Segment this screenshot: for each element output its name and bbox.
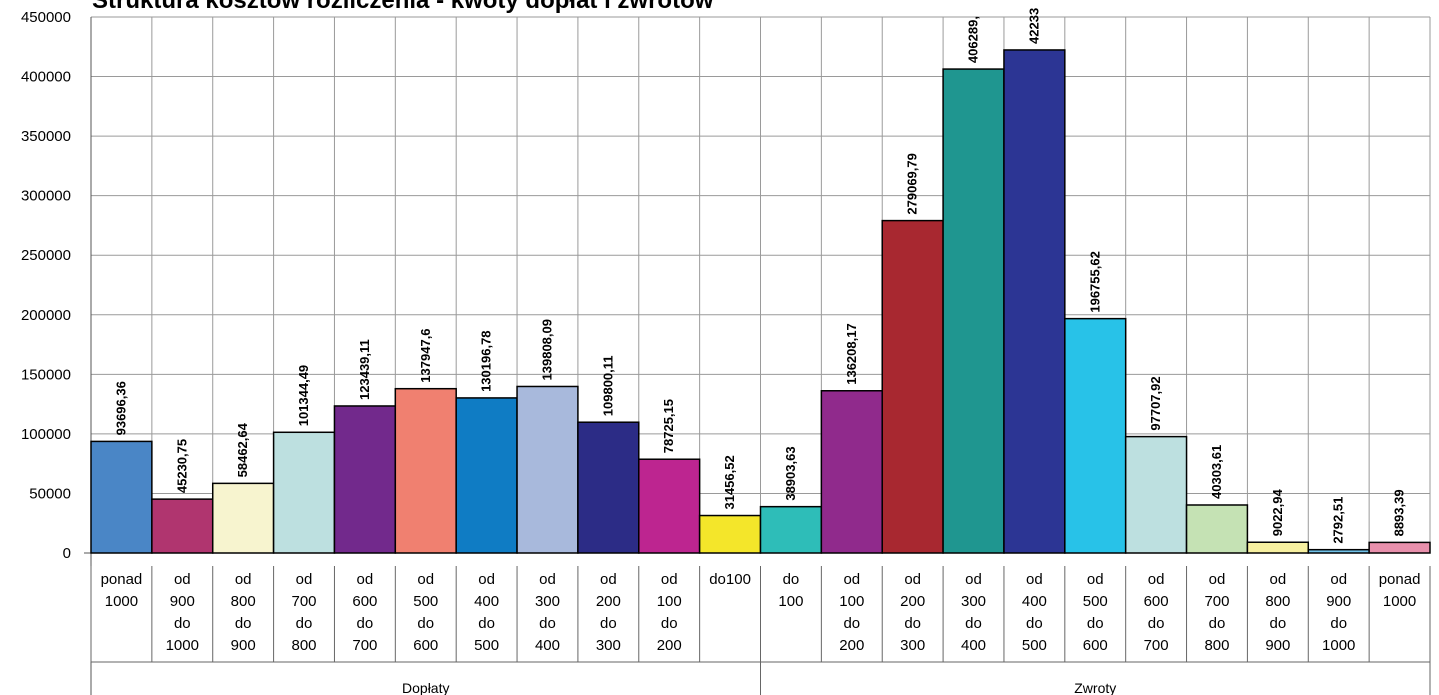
category-label: od 100 do 200 bbox=[839, 571, 864, 654]
data-label: 45230,75 bbox=[174, 439, 189, 493]
group-label: Dopłaty bbox=[402, 680, 449, 695]
y-tick-label: 0 bbox=[63, 545, 71, 562]
bar bbox=[1246, 541, 1310, 554]
group-label: Zwroty bbox=[1074, 680, 1116, 695]
chart-title: Struktura kosztów rozliczenia - kwoty do… bbox=[92, 0, 714, 14]
y-axis-tick-labels: 0 50000 100000 150000 200000 250000 300000 3500… bbox=[21, 9, 71, 562]
bar bbox=[942, 68, 1005, 554]
data-label: 97707,92 bbox=[1148, 376, 1163, 430]
y-tick-label: 450000 bbox=[21, 9, 71, 26]
category-label: od 100 do 200 bbox=[657, 571, 682, 654]
data-label: 78725,15 bbox=[661, 399, 676, 453]
data-label: 8893,39 bbox=[1392, 489, 1407, 536]
category-label: od 200 do 300 bbox=[900, 571, 925, 654]
data-label: 93696,36 bbox=[113, 381, 128, 435]
bar bbox=[333, 405, 397, 554]
group-axis: Dopłaty Zwroty bbox=[402, 662, 1431, 695]
data-label: 130196,78 bbox=[479, 330, 494, 391]
category-label: od 900 do 1000 bbox=[1322, 571, 1355, 654]
bar bbox=[455, 397, 518, 554]
y-tick-label: 200000 bbox=[21, 307, 71, 324]
data-label: 38903,63 bbox=[783, 446, 798, 500]
category-label: od 200 do 300 bbox=[596, 571, 621, 654]
bar bbox=[577, 421, 640, 554]
category-label: od 400 do 500 bbox=[474, 571, 499, 654]
bar bbox=[272, 431, 336, 554]
bar bbox=[516, 385, 579, 554]
bar bbox=[820, 390, 883, 554]
category-label: ponad 1000 bbox=[101, 571, 143, 610]
y-tick-label: 50000 bbox=[29, 485, 71, 502]
bar bbox=[1124, 435, 1188, 554]
bar bbox=[211, 482, 275, 554]
category-label: od 300 do 400 bbox=[535, 571, 560, 654]
data-label: 139808,09 bbox=[539, 319, 554, 380]
data-label: 136208,17 bbox=[844, 323, 859, 384]
bar bbox=[1368, 541, 1431, 554]
bar bbox=[1064, 317, 1127, 554]
bar bbox=[1307, 548, 1370, 554]
y-tick-label: 350000 bbox=[21, 128, 71, 145]
category-label: od 500 do 600 bbox=[413, 571, 438, 654]
data-label: 137947,6 bbox=[418, 328, 433, 382]
bar bbox=[1185, 504, 1249, 554]
bar bbox=[1003, 49, 1066, 554]
bar bbox=[638, 458, 701, 554]
category-label: od 400 do 500 bbox=[1022, 571, 1047, 654]
y-tick-label: 150000 bbox=[21, 366, 71, 383]
category-label: od 600 do 700 bbox=[352, 571, 377, 654]
data-label: 58462,64 bbox=[235, 422, 250, 477]
y-tick-label: 400000 bbox=[21, 69, 71, 86]
bar bbox=[759, 505, 823, 554]
data-label: 406289, bbox=[966, 16, 981, 63]
bar bbox=[881, 219, 944, 554]
bar bbox=[394, 387, 457, 554]
data-label: 196755,62 bbox=[1087, 251, 1102, 312]
data-label: 101344,49 bbox=[296, 365, 311, 426]
category-label: do100 bbox=[709, 571, 751, 588]
category-label: od 800 do 900 bbox=[231, 571, 256, 654]
data-label: 9022,94 bbox=[1270, 488, 1285, 536]
category-label: od 500 do 600 bbox=[1083, 571, 1108, 654]
data-label: 40303,61 bbox=[1209, 445, 1224, 499]
category-label: od 900 do 1000 bbox=[166, 571, 199, 654]
y-tick-label: 250000 bbox=[21, 247, 71, 264]
bar bbox=[698, 514, 762, 554]
bars bbox=[90, 49, 1431, 554]
data-label: 42233 bbox=[1026, 8, 1041, 44]
y-tick-label: 100000 bbox=[21, 426, 71, 443]
data-label: 279069,79 bbox=[905, 153, 920, 214]
bar bbox=[151, 498, 214, 554]
data-labels: 93696,36 45230,75 58462,64 101344,49 123439,… bbox=[113, 8, 1406, 544]
category-label: ponad 1000 bbox=[1379, 571, 1421, 610]
data-label: 2792,51 bbox=[1331, 497, 1346, 544]
bar bbox=[90, 440, 153, 554]
data-label: 123439,11 bbox=[357, 339, 372, 400]
y-tick-label: 300000 bbox=[21, 188, 71, 205]
data-label: 109800,11 bbox=[600, 355, 615, 416]
category-label: od 600 do 700 bbox=[1144, 571, 1169, 654]
data-label: 31456,52 bbox=[722, 455, 737, 509]
category-label: od 800 do 900 bbox=[1265, 571, 1290, 654]
category-label: od 700 do 800 bbox=[1204, 571, 1229, 654]
category-axis: ponad 1000 od 900 do 1000 od 800 do 900 od 700 do 800… bbox=[90, 566, 1431, 663]
category-label: od 300 do 400 bbox=[961, 571, 986, 654]
category-label: od 700 do 800 bbox=[292, 571, 317, 654]
